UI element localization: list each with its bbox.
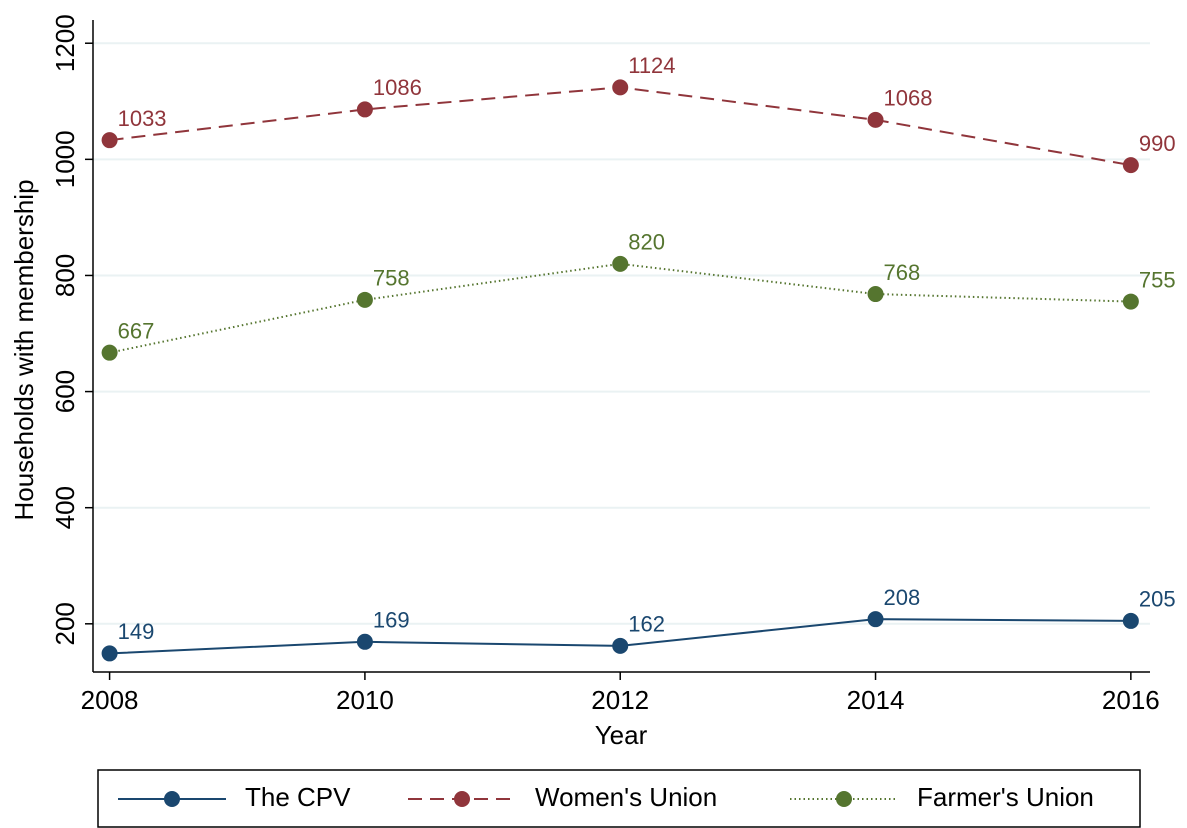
x-tick-label: 2010 [336,685,394,715]
point [867,286,884,303]
point [612,255,629,272]
data-label: 755 [1139,267,1176,292]
point [356,633,373,650]
x-axis-title: Year [595,720,648,750]
data-label: 820 [628,230,665,255]
point [101,645,118,662]
y-tick-label: 800 [50,254,80,297]
y-tick-label: 400 [50,486,80,529]
legend-marker [836,791,852,807]
data-label: 208 [884,585,921,610]
point [867,111,884,128]
point [101,344,118,361]
point [356,291,373,308]
data-label: 990 [1139,131,1176,156]
legend-box [97,769,1141,828]
data-label: 1086 [373,75,422,100]
data-label: 758 [373,266,410,291]
point [1122,293,1139,310]
y-tick-label: 1200 [50,14,80,72]
data-label: 205 [1139,587,1176,612]
legend-marker [454,791,470,807]
point [612,637,629,654]
data-label: 667 [118,318,155,343]
data-label: 768 [884,260,921,285]
y-tick-label: 1000 [50,130,80,188]
point [101,132,118,149]
x-tick-label: 2014 [847,685,905,715]
data-label: 149 [118,619,155,644]
point [867,611,884,628]
legend-label: Farmer's Union [917,782,1094,812]
y-axis-title: Households with membership [9,179,39,520]
data-label: 162 [628,612,665,637]
data-label: 1124 [628,53,675,78]
point [1122,157,1139,174]
point [356,101,373,118]
legend-label: The CPV [245,782,351,812]
point [1122,612,1139,629]
legend-label: Women's Union [535,782,717,812]
data-label: 1033 [118,106,167,131]
legend-marker [164,791,180,807]
data-label: 1068 [884,86,933,111]
y-tick-label: 600 [50,370,80,413]
x-tick-label: 2012 [591,685,649,715]
x-tick-label: 2008 [81,685,139,715]
x-tick-label: 2016 [1102,685,1160,715]
y-tick-label: 200 [50,602,80,645]
point [612,79,629,96]
data-label: 169 [373,608,410,633]
